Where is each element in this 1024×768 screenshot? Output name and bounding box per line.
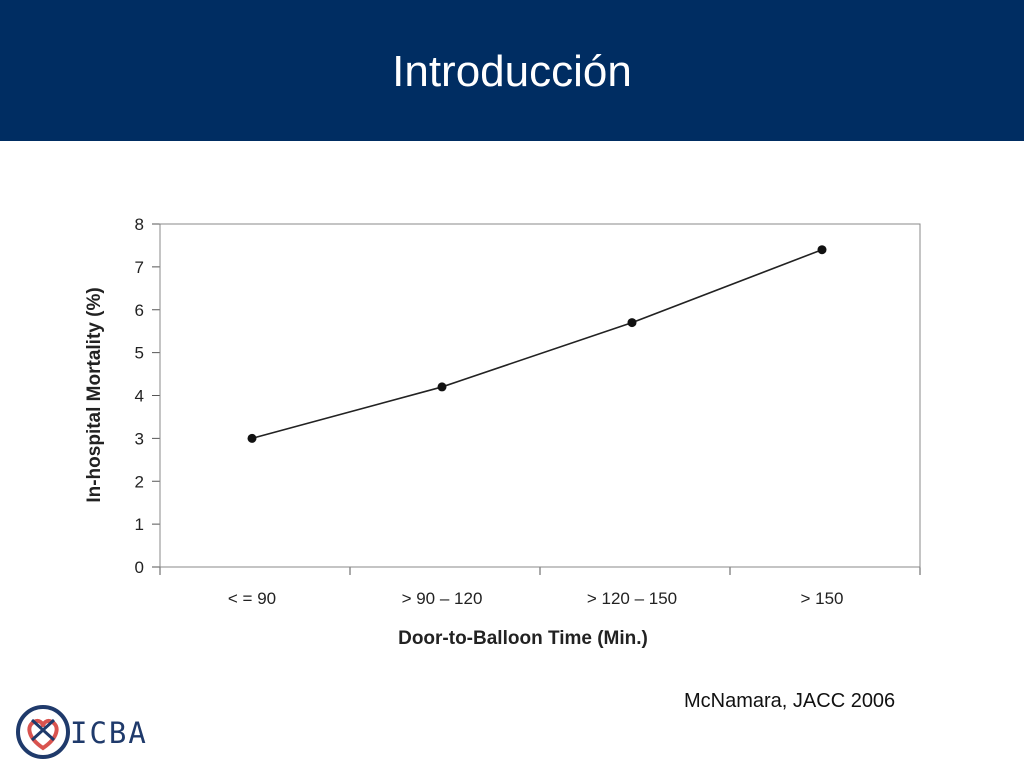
title-bar: Introducción	[0, 0, 1024, 141]
slide-title: Introducción	[392, 47, 632, 96]
series-line	[251, 248, 823, 440]
y-tick-label: 0	[135, 558, 144, 577]
x-axis-title: Door-to-Balloon Time (Min.)	[398, 628, 648, 649]
y-tick-label: 4	[135, 387, 144, 406]
y-tick-label: 2	[135, 472, 144, 491]
x-tick-label: > 90 – 120	[402, 589, 483, 608]
x-tick-label: > 120 – 150	[587, 589, 677, 608]
y-tick-label: 1	[135, 515, 144, 534]
data-point	[247, 433, 257, 443]
y-axis-title: In-hospital Mortality (%)	[84, 287, 105, 502]
y-tick-label: 6	[135, 301, 144, 320]
data-point	[437, 382, 447, 392]
citation: McNamara, JACC 2006	[684, 690, 896, 712]
x-tick-label: < = 90	[228, 589, 276, 608]
y-tick-label: 3	[135, 429, 144, 448]
data-point	[817, 245, 827, 255]
y-tick-label: 8	[135, 215, 144, 234]
y-tick-label: 5	[135, 344, 144, 363]
heart-knot-logo-icon	[16, 705, 70, 759]
mortality-line-chart: 0 1 2 3 4 5 6 7 8 < = 90 > 90 – 120 > 120 – 150 > 1…	[84, 215, 921, 649]
x-tick-label: > 150	[800, 589, 843, 608]
plot-frame	[159, 223, 921, 568]
logo-text: ICBA	[70, 716, 148, 750]
y-tick-label: 7	[135, 258, 144, 277]
data-point	[627, 318, 637, 328]
